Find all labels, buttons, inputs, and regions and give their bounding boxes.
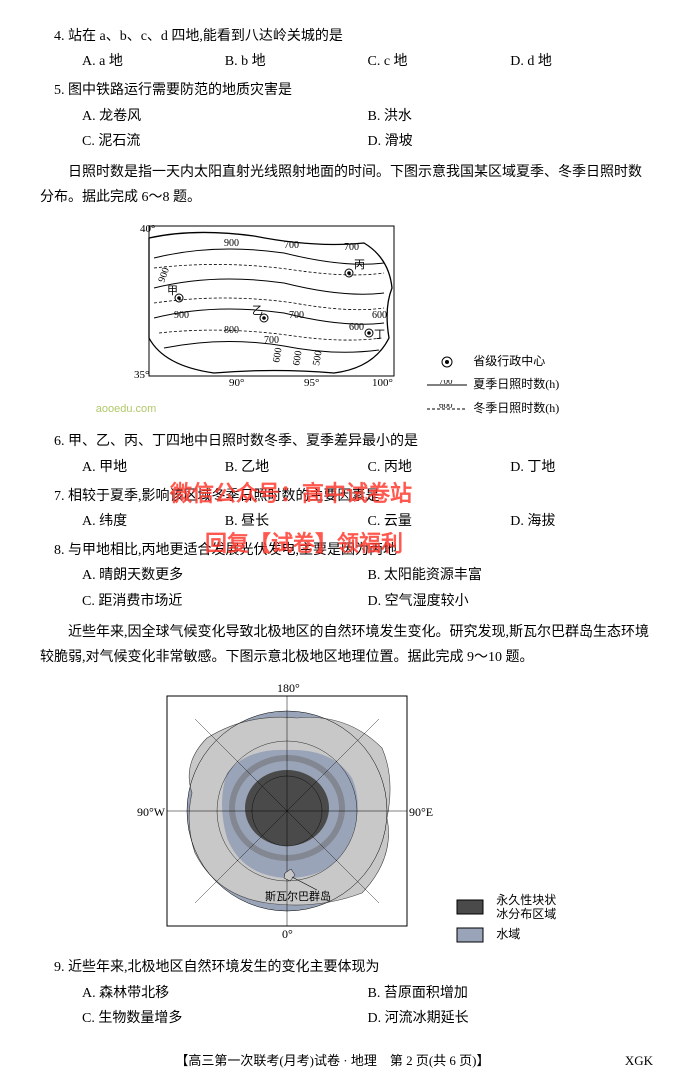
iso-lbl: 600 xyxy=(372,310,387,321)
page-container: 4. 站在 a、b、c、d 四地,能看到八达岭关城的是 A. a 地 B. b … xyxy=(40,24,653,1072)
watermark-small: aooedu.com xyxy=(96,400,157,420)
q8-opt-d: D. 空气湿度较小 xyxy=(368,589,654,614)
q4-opt-d: D. d 地 xyxy=(510,49,653,74)
capital-icon xyxy=(427,355,467,369)
legend-ice: 永久性块状 冰分布区域 xyxy=(496,893,556,922)
iso-lbl: 700 xyxy=(264,335,279,346)
figure-2-map: 斯瓦尔巴群岛 180° 90°W 90°E 0° xyxy=(137,678,437,938)
q5-opt-d: D. 滑坡 xyxy=(368,129,654,154)
q6-opt-c: C. 丙地 xyxy=(368,455,511,480)
legend-capital: 省级行政中心 xyxy=(473,351,545,373)
lon-90: 90° xyxy=(229,377,244,388)
q8-opt-c: C. 距消费市场近 xyxy=(82,589,368,614)
footer-code: XGK xyxy=(625,1049,653,1072)
figure-2: 斯瓦尔巴群岛 180° 90°W 90°E 0° 永久性块状 冰分布区域 xyxy=(40,678,653,947)
q9-options: A. 森林带北移 B. 苔原面积增加 C. 生物数量增多 D. 河流冰期延长 xyxy=(40,981,653,1031)
q7-opt-d: D. 海拔 xyxy=(510,509,653,534)
pt-jia: 甲 xyxy=(167,285,178,297)
question-7: 7. 相较于夏季,影响该区域冬季日照时数的主要因素是 A. 纬度 B. 昼长 C… xyxy=(40,484,653,534)
legend-water: 水域 xyxy=(496,924,520,946)
q6-opt-a: A. 甲地 xyxy=(82,455,225,480)
ice-icon xyxy=(450,899,490,915)
iso-lbl: 700 xyxy=(289,310,304,321)
winter-line-icon: 600 xyxy=(427,404,467,414)
q5-opt-c: C. 泥石流 xyxy=(82,129,368,154)
q4-opt-c: C. c 地 xyxy=(368,49,511,74)
summer-line-icon: 700 xyxy=(427,380,467,390)
svalbard-label: 斯瓦尔巴群岛 xyxy=(265,889,331,903)
page-footer: 【高三第一次联考(月考)试卷 · 地理 第 2 页(共 6 页)】 XGK xyxy=(40,1049,653,1072)
q4-opt-a: A. a 地 xyxy=(82,49,225,74)
question-8: 8. 与甲地相比,丙地更适合发展光伏发电,主要是因为丙地 A. 晴朗天数更多 B… xyxy=(40,538,653,614)
q8-opt-a: A. 晴朗天数更多 xyxy=(82,563,368,588)
figure-1-map: 40° 35° 90° 95° 100° 900 700 700 xyxy=(134,218,414,388)
lon-180: 180° xyxy=(277,681,300,695)
footer-main: 【高三第一次联考(月考)试卷 · 地理 第 2 页(共 6 页)】 xyxy=(175,1053,489,1068)
q4-opt-b: B. b 地 xyxy=(225,49,368,74)
q9-opt-d: D. 河流冰期延长 xyxy=(368,1006,654,1031)
q7-options: A. 纬度 B. 昼长 C. 云量 D. 海拔 xyxy=(40,509,653,534)
iso-lbl: 600 xyxy=(349,322,364,333)
q9-stem: 9. 近些年来,北极地区自然环境发生的变化主要体现为 xyxy=(40,955,653,980)
iso-lbl: 700 xyxy=(284,240,299,251)
q6-opt-b: B. 乙地 xyxy=(225,455,368,480)
passage-1: 日照时数是指一天内太阳直射光线照射地面的时间。下图示意我国某区域夏季、冬季日照时… xyxy=(40,160,653,210)
q9-opt-a: A. 森林带北移 xyxy=(82,981,368,1006)
figure-2-legend: 永久性块状 冰分布区域 水域 xyxy=(450,891,556,947)
q5-stem: 5. 图中铁路运行需要防范的地质灾害是 xyxy=(40,78,653,103)
q5-opt-b: B. 洪水 xyxy=(368,104,654,129)
q7-opt-b: B. 昼长 xyxy=(225,509,368,534)
q5-opt-a: A. 龙卷风 xyxy=(82,104,368,129)
q5-options: A. 龙卷风 B. 洪水 C. 泥石流 D. 滑坡 xyxy=(40,104,653,154)
lon-100: 100° xyxy=(372,377,393,388)
figure-1-legend: 省级行政中心 700 夏季日照时数(h) 600 冬季日照时数(h) xyxy=(427,349,559,422)
iso-lbl: 800 xyxy=(224,325,239,336)
question-4: 4. 站在 a、b、c、d 四地,能看到八达岭关城的是 A. a 地 B. b … xyxy=(40,24,653,74)
q8-options: A. 晴朗天数更多 B. 太阳能资源丰富 C. 距消费市场近 D. 空气湿度较小 xyxy=(40,563,653,613)
water-icon xyxy=(450,927,490,943)
q8-opt-b: B. 太阳能资源丰富 xyxy=(368,563,654,588)
q7-opt-a: A. 纬度 xyxy=(82,509,225,534)
lat-40: 40° xyxy=(140,223,155,235)
iso-lbl: 500 xyxy=(311,350,324,367)
q6-stem: 6. 甲、乙、丙、丁四地中日照时数冬季、夏季差异最小的是 xyxy=(40,429,653,454)
iso-lbl: 700 xyxy=(344,242,359,253)
q6-opt-d: D. 丁地 xyxy=(510,455,653,480)
iso-lbl: 900 xyxy=(174,310,189,321)
lon-90w: 90°W xyxy=(137,805,166,819)
lon-95: 95° xyxy=(304,377,319,388)
iso-lbl: 600 xyxy=(291,350,304,367)
q9-opt-b: B. 苔原面积增加 xyxy=(368,981,654,1006)
q7-stem: 7. 相较于夏季,影响该区域冬季日照时数的主要因素是 xyxy=(40,484,653,509)
iso-lbl: 600 xyxy=(271,347,284,364)
question-5: 5. 图中铁路运行需要防范的地质灾害是 A. 龙卷风 B. 洪水 C. 泥石流 … xyxy=(40,78,653,154)
iso-lbl: 900 xyxy=(156,266,171,284)
lon-90e: 90°E xyxy=(409,805,433,819)
q8-stem: 8. 与甲地相比,丙地更适合发展光伏发电,主要是因为丙地 xyxy=(40,538,653,563)
figure-1: 40° 35° 90° 95° 100° 900 700 700 xyxy=(40,218,653,421)
q4-options: A. a 地 B. b 地 C. c 地 D. d 地 xyxy=(40,49,653,74)
lat-35: 35° xyxy=(134,369,149,381)
pt-yi: 乙 xyxy=(252,304,263,317)
question-9: 9. 近些年来,北极地区自然环境发生的变化主要体现为 A. 森林带北移 B. 苔… xyxy=(40,955,653,1031)
legend-600: 600 xyxy=(439,404,453,410)
iso-lbl: 900 xyxy=(224,238,239,249)
legend-summer: 夏季日照时数(h) xyxy=(473,374,559,396)
pt-ding: 丁 xyxy=(374,329,385,341)
q6-options: A. 甲地 B. 乙地 C. 丙地 D. 丁地 xyxy=(40,455,653,480)
q9-opt-c: C. 生物数量增多 xyxy=(82,1006,368,1031)
q7-opt-c: C. 云量 xyxy=(368,509,511,534)
question-6: 6. 甲、乙、丙、丁四地中日照时数冬季、夏季差异最小的是 A. 甲地 B. 乙地… xyxy=(40,429,653,479)
legend-700: 700 xyxy=(439,380,453,386)
pt-bing: 丙 xyxy=(354,259,365,271)
legend-winter: 冬季日照时数(h) xyxy=(473,398,559,420)
passage-2: 近些年来,因全球气候变化导致北极地区的自然环境发生变化。研究发现,斯瓦尔巴群岛生… xyxy=(40,620,653,670)
lon-0: 0° xyxy=(282,927,293,938)
q4-stem: 4. 站在 a、b、c、d 四地,能看到八达岭关城的是 xyxy=(40,24,653,49)
